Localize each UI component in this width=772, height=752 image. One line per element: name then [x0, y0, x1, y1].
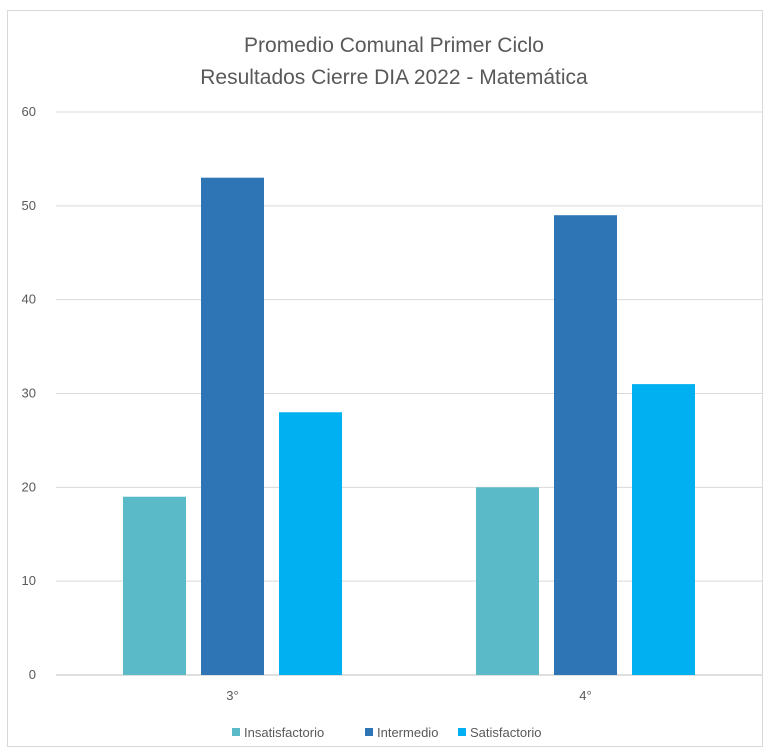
legend-swatch-satisfactorio	[458, 728, 466, 736]
bar-insatisfactorio-2	[476, 487, 539, 675]
y-tick-label: 10	[22, 573, 36, 588]
legend-swatch-insatisfactorio	[232, 728, 240, 736]
legend-label-insatisfactorio: Insatisfactorio	[244, 725, 324, 740]
legend-label-intermedio: Intermedio	[377, 725, 438, 740]
legend-label-satisfactorio: Satisfactorio	[470, 725, 542, 740]
bar-intermedio-1	[201, 177, 264, 675]
y-axis-ticks: 0 10 20 30 40 50 60	[22, 104, 36, 682]
x-axis-ticks: 3° 4°	[226, 688, 591, 703]
y-tick-label: 0	[29, 667, 36, 682]
bar-satisfactorio-1	[279, 412, 342, 675]
legend-swatch-intermedio	[365, 728, 373, 736]
bar-satisfactorio-2	[632, 384, 695, 675]
y-tick-label: 40	[22, 292, 36, 307]
x-tick-label: 3°	[226, 688, 238, 703]
bar-intermedio-2	[554, 215, 617, 675]
bar-insatisfactorio-1	[123, 496, 186, 675]
y-tick-label: 30	[22, 386, 36, 401]
legend: Insatisfactorio Intermedio Satisfactorio	[232, 725, 542, 740]
y-tick-label: 60	[22, 104, 36, 119]
x-tick-label: 4°	[579, 688, 591, 703]
bars	[123, 177, 695, 675]
y-tick-label: 20	[22, 479, 36, 494]
y-tick-label: 50	[22, 198, 36, 213]
chart-title: Promedio Comunal Primer Ciclo	[244, 34, 544, 57]
chart-subtitle: Resultados Cierre DIA 2022 - Matemática	[200, 66, 588, 89]
